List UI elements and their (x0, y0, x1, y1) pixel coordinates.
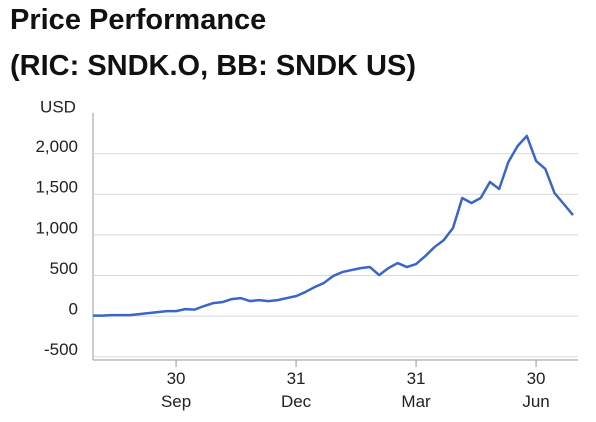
chart-title: Price Performance (10, 4, 267, 36)
x-tick-label: 30 Jun (522, 369, 550, 411)
x-tick-label: 31 Mar (401, 369, 431, 411)
x-tick-label: 31 Dec (280, 369, 312, 411)
y-tick-label: -500 (44, 340, 78, 359)
y-tick-label: 1,000 (35, 218, 78, 237)
y-axis-label: USD (40, 97, 76, 116)
y-tick-label: 500 (50, 259, 78, 278)
y-tick-label: 0 (69, 300, 78, 319)
y-tick-label: 2,000 (35, 137, 78, 156)
chart-subtitle: (RIC: SNDK.O, BB: SNDK US) (10, 50, 416, 82)
x-tick-label: 30 Sep (160, 369, 192, 411)
price-line (93, 134, 574, 317)
y-tick-label: 1,500 (35, 178, 78, 197)
